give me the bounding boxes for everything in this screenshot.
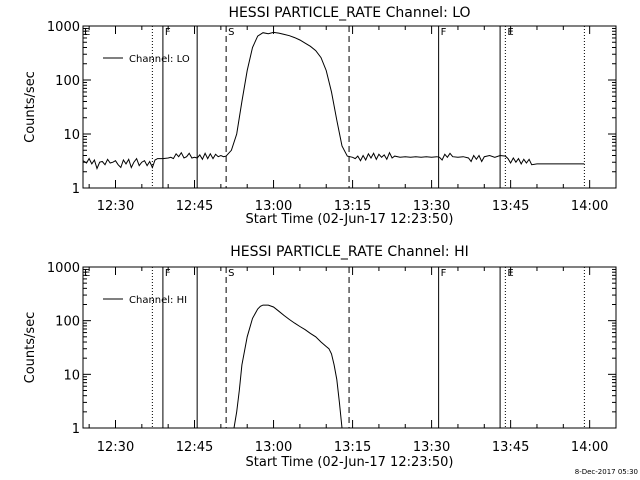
corner-label: E <box>84 268 90 279</box>
legend-label: Channel: LO <box>129 54 190 65</box>
x-tick-label: 13:00 <box>255 440 292 455</box>
marker-label: E <box>507 268 513 279</box>
chart-title: HESSI PARTICLE_RATE Channel: LO <box>228 5 470 21</box>
footer-timestamp: 8-Dec-2017 05:30 <box>575 468 638 476</box>
marker-label: F <box>165 268 171 279</box>
chart-hi: HESSI PARTICLE_RATE Channel: HI 1 10 100 100… <box>23 244 617 470</box>
y-tick-label: 1000 <box>47 261 80 276</box>
y-tick-label: 1000 <box>47 20 80 35</box>
x-tick-label: 13:00 <box>255 199 292 214</box>
x-tick-label: 13:45 <box>492 440 529 455</box>
y-tick-label: 10 <box>63 368 80 383</box>
marker-label: S <box>228 268 234 279</box>
series-line <box>233 304 343 429</box>
y-tick-label: 100 <box>55 315 80 330</box>
marker-label: F <box>441 268 447 279</box>
x-tick-label: 12:30 <box>97 199 134 214</box>
y-tick-label: 100 <box>55 74 80 89</box>
x-tick-label: 13:30 <box>413 199 450 214</box>
y-tick-label: 10 <box>63 128 80 143</box>
x-tick-label: 12:30 <box>97 440 134 455</box>
marker-label: F <box>165 27 171 38</box>
marker-label: F <box>441 27 447 38</box>
series-line <box>82 31 585 170</box>
y-axis-label: Counts/sec <box>23 71 38 143</box>
x-tick-label: 14:00 <box>571 440 608 455</box>
x-tick-label: 14:00 <box>571 199 608 214</box>
x-tick-label: 12:45 <box>176 199 213 214</box>
y-tick-label: 1 <box>72 182 80 197</box>
legend-label: Channel: HI <box>129 295 187 306</box>
x-axis-label: Start Time (02-Jun-17 12:23:50) <box>246 455 454 470</box>
marker-label: S <box>228 27 234 38</box>
y-tick-label: 1 <box>72 422 80 437</box>
marker-label: E <box>507 27 513 38</box>
corner-label: E <box>84 27 90 38</box>
y-axis-label: Counts/sec <box>23 312 38 384</box>
x-tick-label: 12:45 <box>176 440 213 455</box>
x-tick-label: 13:15 <box>334 440 371 455</box>
x-tick-label: 13:15 <box>334 199 371 214</box>
chart-title: HESSI PARTICLE_RATE Channel: HI <box>230 244 468 260</box>
x-tick-label: 13:45 <box>492 199 529 214</box>
x-tick-label: 13:30 <box>413 440 450 455</box>
chart-lo: HESSI PARTICLE_RATE Channel: LO 1 10 100 100… <box>23 5 617 227</box>
x-axis-label: Start Time (02-Jun-17 12:23:50) <box>246 212 454 227</box>
